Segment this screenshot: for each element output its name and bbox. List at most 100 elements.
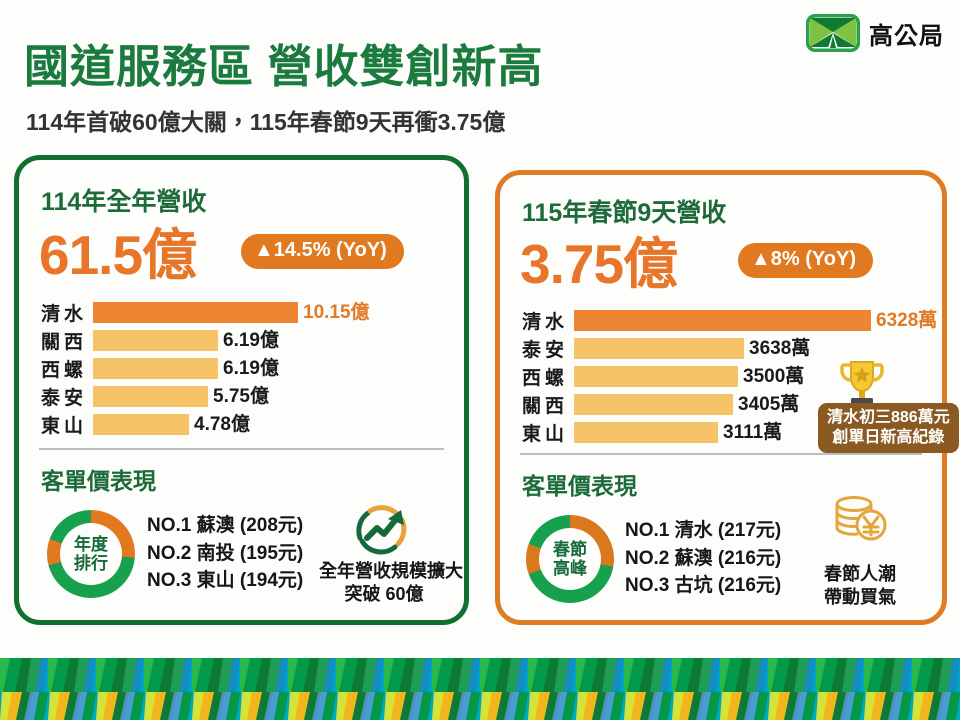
- bar-track: 6328萬: [574, 308, 937, 333]
- right-bar-chart: 清水 6328萬 泰安 3638萬 西螺 3500萬 關西 34: [522, 308, 937, 448]
- page-header: 國道服務區 營收雙創新高 114年首破60億大關，115年春節9天再衝3.75億…: [0, 0, 960, 148]
- bar-track: 6.19億: [93, 328, 451, 353]
- bar-value-label: 5.75億: [213, 386, 269, 407]
- footer-pattern-glyph: [0, 658, 960, 720]
- record-line-1: 清水初三886萬元: [827, 409, 950, 426]
- bar-category-label: 泰安: [41, 388, 88, 409]
- note-line-2: 帶動買氣: [824, 587, 896, 608]
- brand-logo: 高公局: [806, 14, 944, 52]
- record-callout-badge: 清水初三886萬元 創單日新高紀錄: [818, 403, 959, 454]
- list-item: NO.3 東山 (194元): [147, 570, 304, 592]
- bar-fill: [93, 302, 298, 323]
- donut-label-line1: 春節: [553, 539, 587, 559]
- bar-fill: [574, 422, 718, 443]
- right-rank-list: NO.1 清水 (217元) NO.2 蘇澳 (216元) NO.3 古坑 (2…: [625, 517, 781, 600]
- right-panel-heading: 115年春節9天營收: [522, 199, 727, 227]
- list-item: NO.1 清水 (217元): [625, 520, 782, 541]
- growth-arrow-icon: [352, 502, 414, 563]
- bar-value-label: 4.78億: [194, 414, 250, 435]
- bar-value-label: 6.19億: [223, 358, 279, 379]
- table-row: 西螺 6.19億: [41, 356, 451, 381]
- table-row: 東山 4.78億: [41, 412, 451, 437]
- left-section-heading: 客單價表現: [41, 468, 156, 494]
- table-row: 關西 3405萬: [522, 392, 927, 417]
- note-line-1: 春節人潮: [824, 564, 896, 584]
- trophy-icon: [838, 357, 886, 417]
- page-title: 國道服務區 營收雙創新高: [24, 41, 544, 92]
- list-item: NO.3 古坑 (216元): [625, 575, 782, 597]
- growth-arrow-glyph: [356, 505, 407, 555]
- list-item: NO.1 蘇澳 (208元): [147, 515, 304, 536]
- bar-track: 3405萬: [574, 392, 927, 417]
- bar-track: 5.75億: [93, 384, 451, 409]
- bar-fill: [93, 330, 218, 351]
- section-divider: [39, 448, 444, 450]
- highway-bureau-logo-icon: [806, 14, 860, 52]
- bar-fill: [574, 394, 733, 415]
- right-panel-yoy-badge: ▲8% (YoY): [738, 243, 873, 278]
- list-item: NO.2 蘇澳 (216元): [625, 547, 782, 569]
- bar-value-label: 6328萬: [876, 310, 938, 331]
- right-note-block: 春節人潮 帶動買氣: [800, 563, 920, 610]
- annual-rank-donut-icon: 年度 排行: [47, 510, 135, 598]
- left-rank-list: NO.1 蘇澳 (208元) NO.2 南投 (195元) NO.3 東山 (1…: [147, 512, 303, 595]
- table-row: 泰安 5.75億: [41, 384, 451, 409]
- donut-center-label: 年度 排行: [60, 523, 122, 585]
- left-bar-chart: 清水 10.15億 關西 6.19億 西螺 6.19億 泰安 5: [41, 300, 451, 440]
- coins-yen-icon: [830, 493, 892, 554]
- bar-track: 3500萬: [574, 364, 927, 389]
- bar-category-label: 東山: [41, 416, 88, 437]
- bar-fill: [574, 310, 871, 331]
- bar-track: 3638萬: [574, 336, 927, 361]
- bar-category-label: 清水: [41, 304, 88, 325]
- bar-value-label: 3500萬: [743, 366, 805, 387]
- section-divider: [520, 453, 922, 455]
- left-note-block: 全年營收規模擴大 突破 60億: [319, 560, 463, 607]
- bar-value-label: 6.19億: [223, 330, 279, 351]
- logo-text: 高公局: [869, 22, 944, 50]
- right-section-heading: 客單價表現: [522, 473, 637, 499]
- right-panel-big-value: 3.75億: [520, 233, 678, 295]
- left-panel-heading: 114年全年營收: [41, 188, 207, 216]
- table-row: 泰安 3638萬: [522, 336, 927, 361]
- bar-track: 6.19億: [93, 356, 451, 381]
- bar-category-label: 西螺: [522, 368, 569, 389]
- bar-track: 3111萬: [574, 420, 927, 445]
- bar-fill: [574, 366, 738, 387]
- bar-fill: [574, 338, 744, 359]
- table-row: 清水 6328萬: [522, 308, 937, 333]
- bar-category-label: 泰安: [522, 340, 569, 361]
- record-line-2: 創單日新高紀錄: [832, 428, 945, 446]
- bar-value-label: 3405萬: [738, 394, 800, 415]
- bar-fill: [93, 414, 189, 435]
- logo-fan-glyph: [806, 14, 860, 52]
- bar-value-label: 10.15億: [303, 302, 370, 323]
- bar-category-label: 西螺: [41, 360, 88, 381]
- table-row: 西螺 3500萬: [522, 364, 927, 389]
- bar-fill: [93, 386, 208, 407]
- donut-center-label: 春節 高峰: [539, 528, 601, 590]
- bar-value-label: 3111萬: [723, 422, 783, 443]
- donut-label-line2: 排行: [74, 554, 108, 573]
- new-year-peak-donut-icon: 春節 高峰: [526, 515, 614, 603]
- table-row: 清水 10.15億: [41, 300, 451, 325]
- list-item: NO.2 南投 (195元): [147, 542, 304, 564]
- bar-track: 10.15億: [93, 300, 451, 325]
- bar-category-label: 清水: [522, 312, 569, 333]
- bar-fill: [93, 358, 218, 379]
- left-panel-big-value: 61.5億: [39, 224, 197, 286]
- table-row: 關西 6.19億: [41, 328, 451, 353]
- table-row: 東山 3111萬: [522, 420, 927, 445]
- panel-new-year-revenue: 115年春節9天營收 3.75億 ▲8% (YoY) 清水 6328萬 泰安 3…: [495, 170, 959, 625]
- note-line-1: 全年營收規模擴大: [319, 561, 463, 581]
- bar-category-label: 關西: [41, 332, 88, 353]
- trophy-glyph: [840, 361, 884, 405]
- donut-label-line1: 年度: [74, 534, 108, 554]
- bar-category-label: 東山: [522, 424, 569, 445]
- coins-yen-glyph: [835, 496, 887, 541]
- bar-track: 4.78億: [93, 412, 451, 437]
- bar-category-label: 關西: [522, 396, 569, 417]
- left-panel-yoy-badge: ▲14.5% (YoY): [241, 234, 404, 269]
- footer-decorative-pattern: [0, 658, 960, 720]
- donut-label-line2: 高峰: [553, 559, 587, 578]
